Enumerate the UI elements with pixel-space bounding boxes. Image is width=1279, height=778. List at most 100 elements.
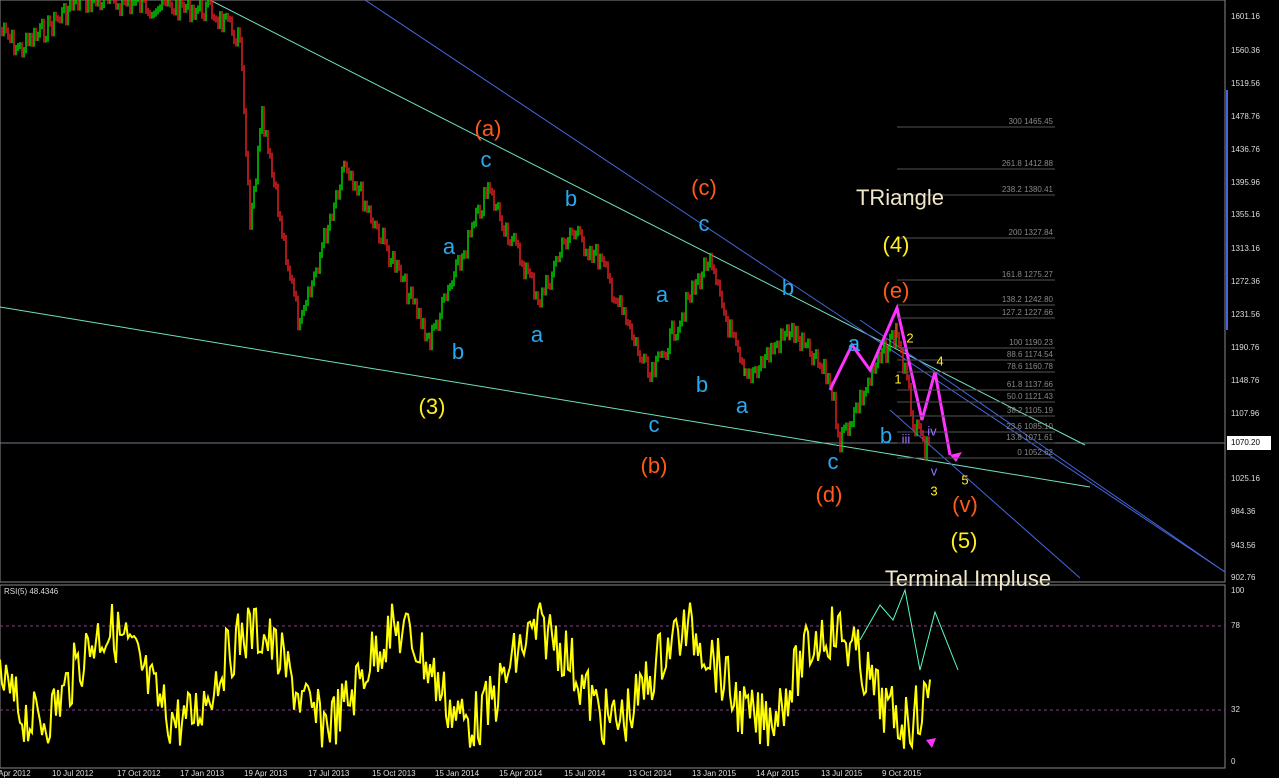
wave-label: (e): [883, 278, 910, 303]
rsi-line: [0, 602, 931, 751]
date-label: 6 Apr 2012: [0, 769, 31, 778]
wave-label: 4: [936, 353, 943, 368]
channel-line: [889, 409, 1081, 579]
wave-label: iv: [927, 423, 937, 438]
wave-label: a: [656, 282, 669, 307]
date-label: 19 Apr 2013: [244, 769, 288, 778]
wave-label: (a): [475, 116, 502, 141]
price-tick-label: 943.56: [1231, 541, 1256, 550]
date-label: 17 Oct 2012: [117, 769, 161, 778]
rsi-panel: [0, 584, 1226, 769]
wave-label: Terminal Impluse: [885, 566, 1051, 591]
rsi-series: [0, 602, 931, 751]
wave-label: c: [828, 449, 839, 474]
fib-label: 161.8 1275.27: [1002, 270, 1054, 279]
date-label: 15 Oct 2013: [372, 769, 416, 778]
arrow-head: [926, 738, 936, 748]
price-tick-label: 1272.36: [1231, 277, 1260, 286]
wave-label: 5: [961, 472, 968, 487]
price-tick-label: 1313.16: [1231, 244, 1260, 253]
fib-label: 38.2 1105.19: [1007, 406, 1054, 415]
wave-label: 1: [894, 371, 901, 386]
date-label: 15 Jul 2014: [564, 769, 606, 778]
wave-label: a: [443, 234, 456, 259]
price-tick-label: 984.36: [1231, 507, 1256, 516]
date-label: 13 Jul 2015: [821, 769, 863, 778]
wave-label: a: [848, 331, 861, 356]
fib-label: 200 1327.84: [1009, 228, 1054, 237]
rsi-tick-label: 32: [1231, 705, 1240, 714]
date-label: 14 Apr 2015: [756, 769, 800, 778]
fib-label: 300 1465.45: [1009, 117, 1054, 126]
wave-label: b: [452, 339, 464, 364]
rsi-tick-label: 0: [1231, 757, 1236, 766]
fib-label: 261.8 1412.88: [1002, 159, 1054, 168]
wave-label: (d): [816, 482, 843, 507]
wave-label: b: [565, 186, 577, 211]
price-tick-label: 1355.16: [1231, 210, 1260, 219]
date-label: 15 Apr 2014: [499, 769, 543, 778]
channel-line: [859, 319, 1226, 573]
date-label: 17 Jul 2013: [308, 769, 350, 778]
fib-label: 50.0 1121.43: [1007, 392, 1054, 401]
rsi-projection: [859, 588, 959, 671]
wave-label: c: [481, 147, 492, 172]
fib-label: 61.8 1137.66: [1007, 380, 1054, 389]
date-label: 17 Jan 2013: [180, 769, 225, 778]
wave-label: c: [699, 211, 710, 236]
arrow-head: [950, 452, 962, 462]
trend-line: [0, 306, 1091, 488]
wave-label: (c): [691, 175, 717, 200]
price-tick-label: 1107.96: [1231, 409, 1260, 418]
wave-label: 3: [930, 483, 937, 498]
price-tick-label: 1601.16: [1231, 12, 1260, 21]
rsi-tick-label: 78: [1231, 621, 1240, 630]
trend-line: [209, 0, 1086, 446]
fib-label: 238.2 1380.41: [1002, 185, 1054, 194]
wave-label: a: [736, 393, 749, 418]
wave-label: b: [880, 423, 892, 448]
fib-label: 100 1190.23: [1009, 338, 1053, 347]
price-tick-label: 1231.56: [1231, 310, 1260, 319]
fib-label: 88.6 1174.54: [1007, 350, 1054, 359]
price-tick-label: 1148.76: [1231, 376, 1260, 385]
date-label: 13 Oct 2014: [628, 769, 672, 778]
wave-label: v: [931, 463, 938, 478]
date-label: 13 Jan 2015: [692, 769, 737, 778]
price-tick-label: 1519.56: [1231, 79, 1260, 88]
wave-label: (4): [883, 232, 910, 257]
price-tick-label: 1436.76: [1231, 145, 1260, 154]
wave-label: iii: [902, 431, 911, 446]
price-series: [1, 0, 930, 461]
price-tick-label: 1025.16: [1231, 474, 1260, 483]
price-tick-label: 1478.76: [1231, 112, 1260, 121]
wave-label: (v): [952, 492, 978, 517]
current-price-box: [1227, 436, 1271, 450]
wave-label: 2: [906, 330, 913, 345]
price-tick-label: 1560.36: [1231, 46, 1260, 55]
fib-label: 127.2 1227.66: [1002, 308, 1054, 317]
wave-label: (5): [951, 528, 978, 553]
fib-label: 13.8 1071.61: [1006, 433, 1053, 442]
rsi-label: RSI(5) 48.4346: [4, 587, 59, 596]
fib-label: 23.6 1085.10: [1006, 422, 1053, 431]
wave-label: a: [531, 322, 544, 347]
wave-label: b: [696, 372, 708, 397]
wave-label: (3): [419, 394, 446, 419]
wave-label: (b): [641, 453, 668, 478]
wave-label: c: [649, 412, 660, 437]
price-tick-label: 902.76: [1231, 573, 1256, 582]
wave-label: b: [782, 275, 794, 300]
fib-label: 78.6 1160.78: [1007, 362, 1054, 371]
date-label: 10 Jul 2012: [52, 769, 94, 778]
price-tick-label: 1070.20: [1231, 438, 1260, 447]
price-tick-label: 1190.76: [1231, 343, 1260, 352]
wave-label: TRiangle: [856, 185, 944, 210]
date-label: 15 Jan 2014: [435, 769, 480, 778]
fib-label: 138.2 1242.80: [1002, 295, 1054, 304]
price-tick-label: 1395.96: [1231, 178, 1260, 187]
date-label: 9 Oct 2015: [882, 769, 922, 778]
fib-label: 0 1052.62: [1017, 448, 1053, 457]
channel-line: [364, 0, 1226, 573]
